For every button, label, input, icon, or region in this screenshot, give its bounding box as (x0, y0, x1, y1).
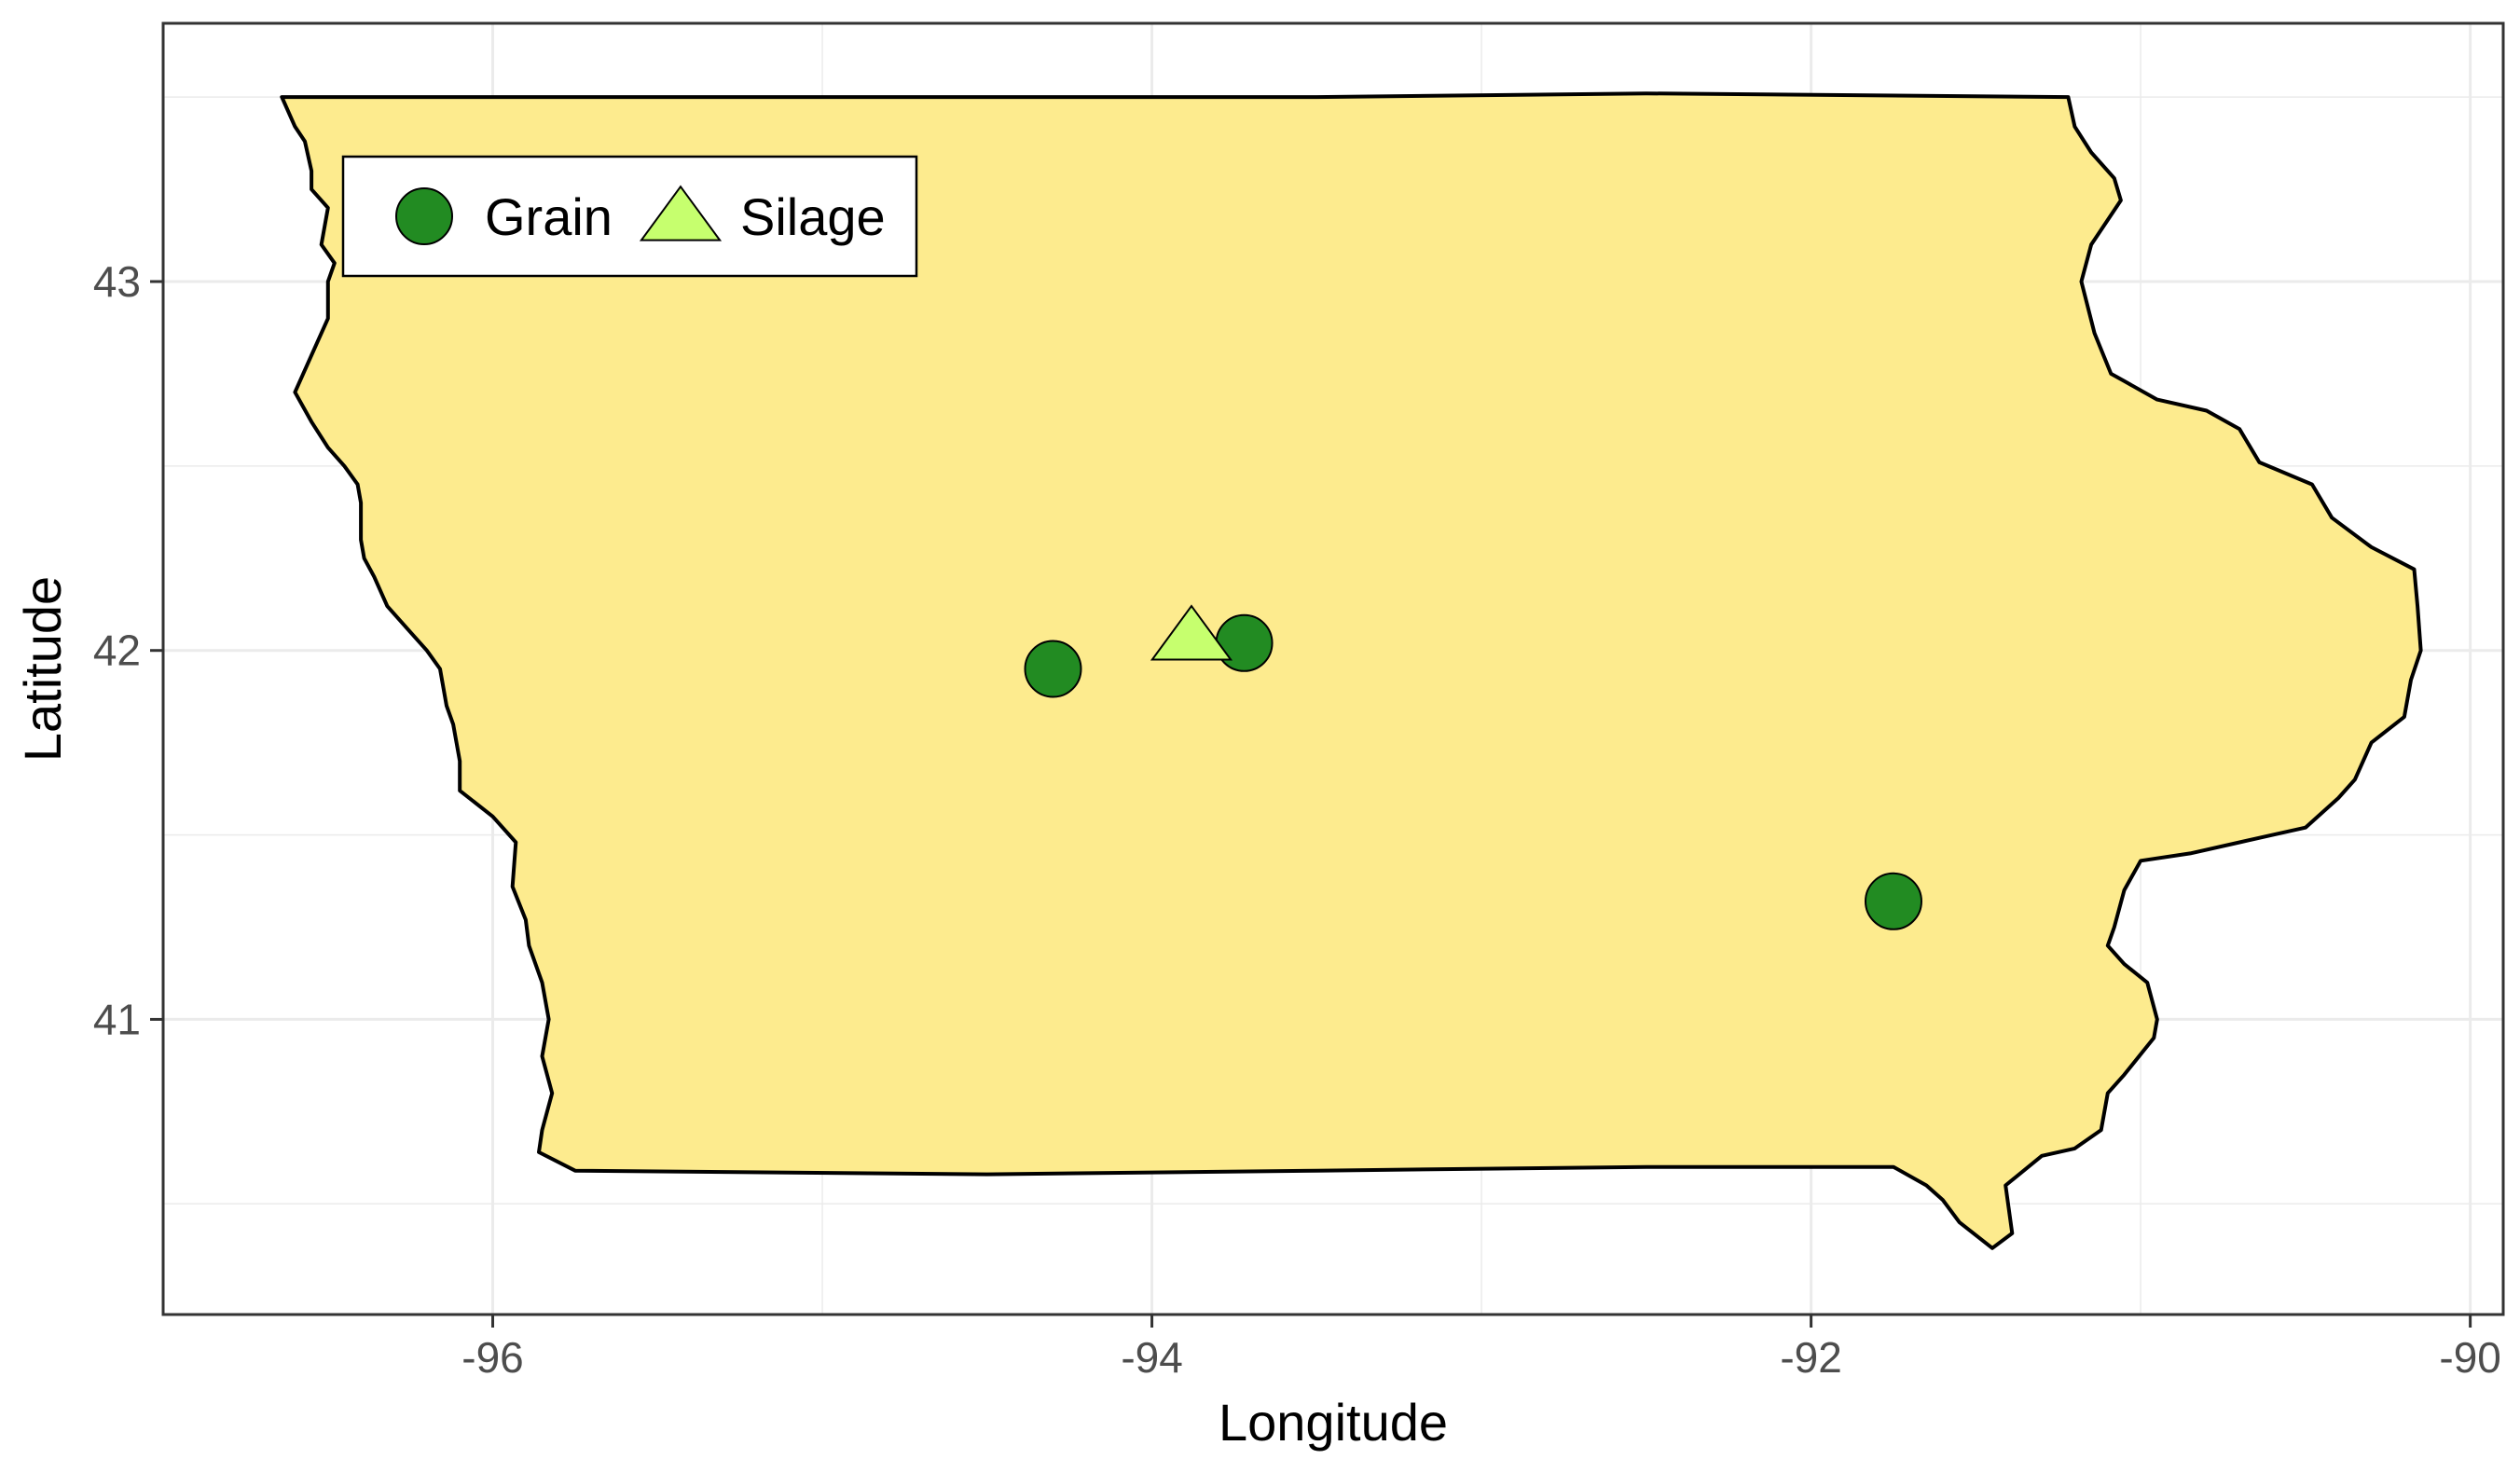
silage-point (1150, 604, 1233, 661)
y-tick-label: 41 (93, 995, 141, 1043)
x-tick-label: -92 (1780, 1333, 1841, 1382)
y-tick-label: 42 (93, 626, 141, 675)
grain-point (1024, 640, 1082, 698)
plot-panel-border (161, 21, 2505, 1316)
legend-key-silage (639, 185, 723, 241)
y-tick-label: 43 (93, 257, 141, 306)
legend-key-grain (395, 187, 453, 245)
x-tick-label: -90 (2439, 1333, 2500, 1382)
x-axis-title: Longitude (1219, 1393, 1448, 1452)
grain-point (1215, 613, 1274, 672)
y-axis-title: Latitude (13, 576, 72, 762)
x-tick-label: -94 (1121, 1333, 1182, 1382)
data-points (1024, 604, 1922, 930)
legend: Grain Silage (341, 155, 918, 278)
x-tick-label: -96 (461, 1333, 523, 1382)
legend-label-grain: Grain (485, 187, 613, 246)
grain-point (1864, 872, 1922, 930)
axis-ticks: -96 -94 -92 -90 41 42 43 (93, 257, 2501, 1382)
legend-label-silage: Silage (740, 187, 886, 246)
iowa-state-outline (280, 91, 2423, 1250)
